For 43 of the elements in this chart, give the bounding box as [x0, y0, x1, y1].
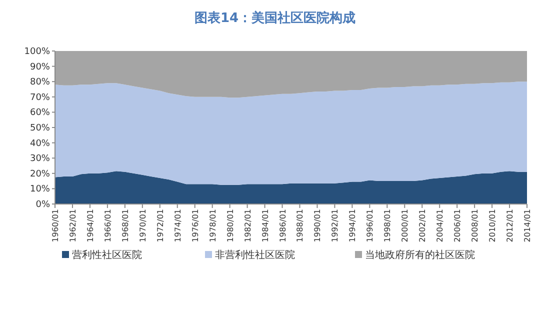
y-tick-label: 30%: [30, 154, 50, 164]
y-tick-label: 90%: [30, 62, 50, 72]
x-tick-label: 1988/01: [296, 209, 305, 242]
x-tick-label: 1972/01: [156, 209, 165, 242]
legend-label: 营利性社区医院: [72, 249, 142, 261]
x-tick-label: 1962/01: [68, 209, 78, 242]
x-tick-label: 1966/01: [103, 209, 112, 242]
x-tick-label: 1994/01: [348, 209, 358, 242]
legend-label: 非营利性社区医院: [215, 249, 295, 261]
x-tick-label: 1974/01: [173, 209, 182, 242]
x-tick-label: 2012/01: [506, 209, 515, 242]
x-tick-label: 2008/01: [470, 209, 480, 242]
x-tick-label: 1982/01: [243, 209, 252, 242]
x-tick-label: 1986/01: [278, 209, 288, 242]
x-tick-label: 2014/01: [523, 209, 532, 242]
x-tick-label: 1968/01: [120, 209, 130, 242]
x-tick-label: 1976/01: [190, 209, 200, 242]
x-tick-label: 2006/01: [453, 209, 462, 242]
x-tick-label: 1978/01: [208, 209, 218, 242]
x-tick-label: 2004/01: [436, 209, 445, 242]
x-tick-label: 2000/01: [400, 209, 410, 242]
x-tick-label: 1984/01: [260, 209, 270, 242]
y-tick-label: 50%: [30, 124, 50, 134]
y-tick-label: 0%: [36, 200, 50, 210]
x-tick-label: 1996/01: [366, 209, 375, 242]
x-tick-label: 1990/01: [313, 209, 322, 242]
x-tick-label: 2010/01: [488, 209, 498, 242]
x-tick-label: 2002/01: [418, 209, 428, 242]
legend-label: 当地政府所有的社区医院: [365, 249, 475, 261]
y-tick-label: 80%: [30, 78, 50, 88]
y-tick-label: 100%: [24, 47, 50, 57]
x-tick-label: 1960/01: [51, 209, 60, 242]
x-tick-label: 1998/01: [383, 209, 392, 242]
y-tick-label: 40%: [30, 138, 50, 149]
y-tick-label: 70%: [30, 92, 50, 103]
chart-title: 图表14：美国社区医院构成: [194, 10, 356, 26]
y-tick-label: 10%: [30, 184, 50, 195]
y-tick-label: 20%: [30, 169, 50, 180]
y-tick-label: 60%: [30, 108, 50, 118]
x-tick-label: 1980/01: [226, 209, 235, 242]
x-tick-label: 1964/01: [86, 209, 95, 242]
x-tick-label: 1970/01: [138, 209, 148, 242]
x-tick-label: 1992/01: [330, 209, 340, 242]
